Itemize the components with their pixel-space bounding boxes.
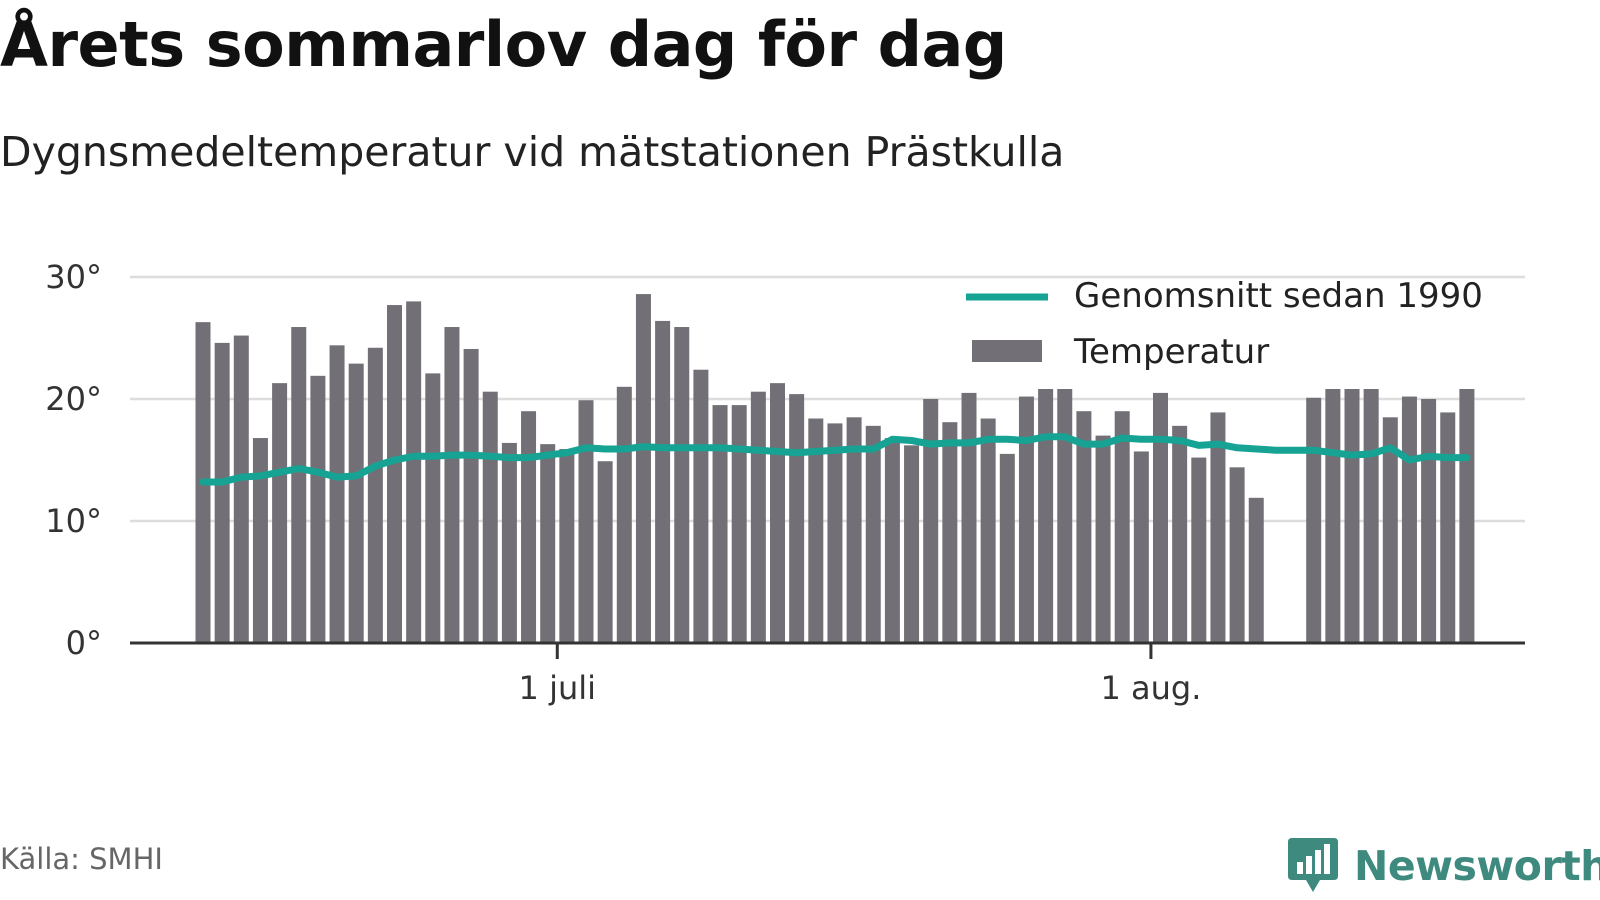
temperature-bar [1114,411,1130,643]
temperature-bar [1229,467,1245,643]
brand-logo[interactable]: Newsworthy [1288,838,1600,894]
temperature-bar [1325,386,1341,643]
temperature-bar [291,327,307,643]
temperature-bar [884,438,900,643]
temperature-bar [1382,417,1398,643]
temperature-bar [635,294,651,643]
y-tick-label: 30° [45,258,102,296]
temperature-bar [1133,451,1149,643]
temperature-bar [387,305,402,643]
legend-bar-swatch [972,340,1042,362]
temperature-bar [521,411,537,643]
legend-label-temperature: Temperatur [1073,332,1269,372]
temperature-bar [1153,392,1168,643]
temperature-bar [367,347,383,643]
temperature-bar [1076,411,1092,643]
x-tick-label: 1 juli [519,669,596,707]
temperature-bar [425,373,441,643]
temperature-bar [750,391,766,643]
x-axis: 1 juli 1 aug. [130,641,1525,707]
temperature-bar [214,342,230,643]
temperature-bar [1018,396,1034,643]
legend-background [958,279,1534,389]
y-tick-label: 0° [66,624,102,662]
brand-name: Newsworthy [1354,842,1600,890]
temperature-bar [252,438,268,643]
temperature-bar [923,399,939,643]
temperature-bar [406,301,422,643]
temperature-bar [1191,457,1207,643]
temperature-bar [865,425,881,643]
temperature-bar [1363,386,1379,643]
temperature-bar [444,327,460,643]
y-axis-ticks: 0° 10° 20° 30° [45,258,102,662]
temperature-bar [482,391,498,643]
temperature-bar [674,327,690,643]
temperature-bar [1421,399,1437,643]
temperature-bar [693,369,709,643]
temperature-bar [904,445,920,643]
temperature-bar [1459,388,1475,643]
y-tick-label: 20° [45,380,102,418]
legend: Genomsnitt sedan 1990 Temperatur [958,276,1534,389]
temperature-bar [942,422,958,643]
temperature-bar [597,461,613,643]
temperature-bar [789,394,805,643]
chart-title: Årets sommarlov dag för dag [0,8,1007,81]
temperature-bar [655,320,671,643]
temperature-bar [1401,396,1417,643]
temperature-bar [272,383,288,643]
temperature-bar [1057,388,1073,643]
legend-label-average: Genomsnitt sedan 1990 [1074,276,1483,316]
temperature-bar [846,417,862,643]
temperature-bar [310,375,326,643]
temperature-bar [1172,425,1188,643]
temperature-bar [999,453,1015,643]
temperature-bar [1038,386,1054,643]
temperature-bar [540,444,556,643]
temperature-bar [616,386,632,643]
source-note: Källa: SMHI [0,842,163,876]
temperature-bar [731,405,747,643]
temperature-bar [578,400,594,643]
newsworthy-icon [1288,838,1338,892]
y-tick-label: 10° [45,502,102,540]
temperature-bar [1210,412,1226,643]
temperature-bar [1344,386,1360,643]
temperature-bar [808,418,824,643]
temperature-bar [233,335,249,643]
x-tick-label: 1 aug. [1100,669,1201,707]
temperature-bar [770,383,785,643]
temperature-bar [1306,397,1322,643]
temperature-bar [712,405,728,643]
temperature-bar [329,345,345,643]
temperature-bar [1248,497,1264,643]
temperature-bar [980,418,996,643]
temperature-bar [463,348,479,643]
chart-area: 0° 10° 20° 30° 1 juli 1 aug. Genomsnitt seda… [45,258,1534,707]
temperature-bar [501,442,517,643]
temperature-bar [1440,412,1456,643]
average-line-layer [199,433,1471,486]
chart-subtitle: Dygnsmedeltemperatur vid mätstationen Pr… [0,128,1065,176]
temperature-bar [827,423,843,643]
average-temperature-line [199,433,1471,486]
temperature-bar [1095,435,1111,643]
temperature-bar [961,392,977,643]
temperature-bar [348,363,364,643]
temperature-bar [559,449,575,643]
